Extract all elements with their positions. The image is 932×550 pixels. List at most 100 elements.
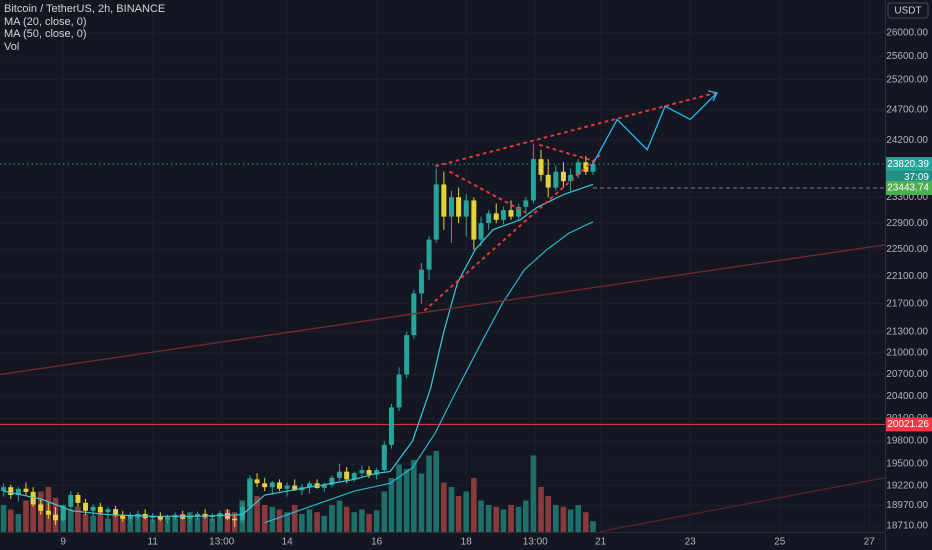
- volume-bar: [202, 515, 208, 532]
- volume-bar: [179, 514, 186, 532]
- price-label: 23820.39: [887, 159, 929, 170]
- candle-body: [516, 206, 522, 217]
- x-tick-label: 21: [595, 537, 607, 548]
- price-label-box: [886, 180, 932, 195]
- volume-bar: [381, 491, 388, 532]
- plot-area: [0, 90, 886, 533]
- candle-body: [486, 213, 492, 224]
- volume-bar: [590, 521, 596, 532]
- currency: USDT: [894, 6, 921, 17]
- candle-body: [120, 514, 126, 519]
- candle-body: [187, 516, 193, 519]
- volume-bar: [112, 514, 119, 532]
- y-tick-label: 22100.00: [886, 271, 928, 282]
- candle-body: [150, 516, 156, 518]
- axes: 18710.00 18970.00 19220.00 19500.00 19800.00…: [60, 28, 932, 548]
- candle-body: [127, 515, 133, 519]
- volume-bar: [142, 517, 148, 532]
- y-tick-label: 21700.00: [886, 298, 928, 309]
- candle-body: [135, 513, 141, 516]
- volume-bar: [508, 505, 514, 532]
- x-tick-label: 13:00: [523, 537, 548, 548]
- candle-body: [530, 159, 536, 201]
- volume-bar: [105, 518, 111, 532]
- candle-body: [560, 171, 566, 182]
- volume-bar: [119, 515, 126, 532]
- volume-bar: [157, 515, 164, 532]
- y-tick-label: 24700.00: [886, 104, 928, 115]
- candle-body: [523, 200, 529, 207]
- volume-bar: [291, 505, 298, 532]
- candle-body: [239, 506, 245, 521]
- volume-bar: [329, 505, 335, 532]
- volume-bar: [441, 482, 447, 532]
- x-tick-label: 16: [371, 537, 383, 548]
- volume-bar: [553, 505, 559, 532]
- candle-body: [426, 239, 432, 270]
- moving-average: [3, 183, 594, 517]
- indicator-ma20[interactable]: MA (20, close, 0): [4, 15, 87, 28]
- x-tick-label: 13:00: [209, 537, 234, 548]
- candle-body: [90, 506, 96, 511]
- candle-body: [75, 494, 81, 503]
- candle-body: [478, 223, 484, 240]
- volume-bar: [500, 509, 507, 532]
- drawing-line: [449, 171, 526, 214]
- candle-body: [1, 487, 7, 492]
- y-tick-label: 20700.00: [886, 369, 928, 380]
- volume-bar: [15, 514, 22, 532]
- moving-average: [264, 221, 594, 524]
- volume-bar: [403, 469, 410, 532]
- indicator-vol[interactable]: Vol: [4, 40, 20, 53]
- candle-body: [381, 444, 387, 471]
- candle-body: [60, 506, 66, 521]
- volume-bar: [359, 509, 365, 532]
- volume-bar: [471, 478, 477, 532]
- drawing-line: [591, 92, 718, 167]
- volume-bar: [0, 505, 7, 532]
- volume-bar: [172, 516, 178, 532]
- candle-body: [165, 517, 171, 520]
- drawing-line: [539, 144, 594, 162]
- symbol-title[interactable]: Bitcoin / TetherUS, 2h, BINANCE: [4, 3, 166, 15]
- y-tick-label: 21000.00: [886, 348, 928, 359]
- currency-box[interactable]: [887, 2, 929, 19]
- candle-body: [575, 162, 581, 175]
- candle-body: [83, 502, 89, 511]
- y-tick-label: 18970.00: [886, 500, 928, 511]
- candle-body: [30, 491, 36, 505]
- drawing-line: [435, 90, 722, 167]
- candle-body: [336, 471, 342, 478]
- x-tick-label: 23: [685, 537, 697, 548]
- volume-bar: [82, 514, 89, 532]
- y-tick-label: 23300.00: [886, 192, 928, 203]
- volume-bar: [127, 518, 134, 532]
- candle-body: [276, 482, 282, 489]
- volume-bar: [254, 496, 260, 532]
- candle-body: [195, 513, 201, 517]
- candle-body: [433, 184, 439, 240]
- legend: Bitcoin / TetherUS, 2h, BINANCE MA (20, …: [4, 3, 165, 53]
- volume-bar: [67, 509, 74, 532]
- candle-body: [456, 197, 462, 217]
- x-tick-label: 11: [148, 537, 159, 548]
- volume-bar: [149, 519, 156, 532]
- candle-body: [105, 509, 111, 513]
- volume-bar: [373, 510, 380, 532]
- candle-body: [508, 210, 514, 217]
- candle-body: [45, 510, 51, 515]
- candle-body: [247, 479, 253, 507]
- indicator-ma50[interactable]: MA (50, close, 0): [4, 28, 87, 40]
- candle-body: [493, 213, 499, 220]
- price-label-box: [886, 417, 932, 432]
- x-tick-label: 18: [461, 537, 473, 548]
- volume-bar: [463, 491, 470, 532]
- candle-body: [583, 162, 589, 172]
- volume-bar: [164, 518, 171, 532]
- volume-bar: [276, 509, 283, 532]
- volume-bar: [135, 514, 141, 532]
- y-tick-label: 20400.00: [886, 391, 928, 402]
- drawing-line: [424, 153, 602, 311]
- volume-bar: [321, 515, 328, 532]
